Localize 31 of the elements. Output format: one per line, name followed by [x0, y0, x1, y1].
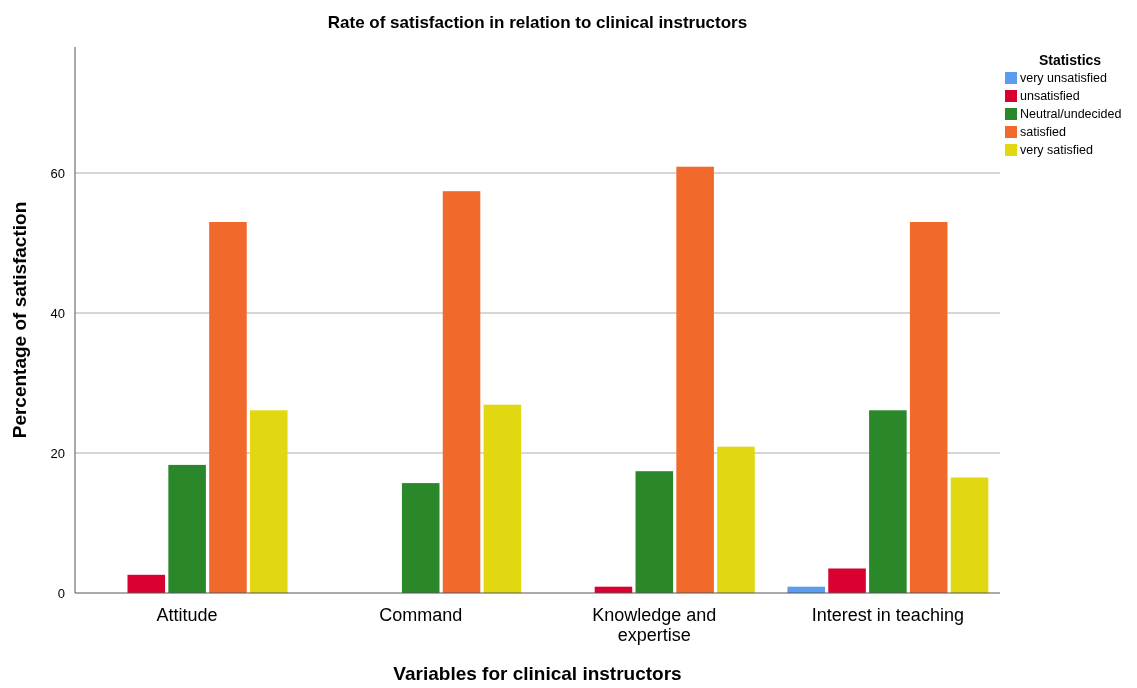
y-tick-label: 40: [50, 305, 65, 321]
x-axis-title: Variables for clinical instructors: [393, 663, 682, 684]
y-tick-label: 0: [57, 585, 65, 601]
x-tick-label: Command: [379, 605, 463, 625]
bar: [909, 222, 948, 593]
bar: [483, 404, 522, 593]
bar: [168, 464, 206, 593]
y-axis-title: Percentage of satisfaction: [9, 201, 30, 439]
chart-title: Rate of satisfaction in relation to clinical instructors: [327, 13, 748, 32]
bar: [209, 222, 247, 593]
x-tick-label: Interest in teaching: [811, 605, 964, 625]
bar: [442, 191, 481, 593]
legend-label: Neutral/undecided: [1020, 107, 1122, 122]
bar: [869, 410, 907, 593]
bar: [828, 568, 866, 593]
legend-label: satisfied: [1020, 125, 1066, 140]
bar: [250, 410, 288, 593]
legend-label: unsatisfied: [1020, 89, 1080, 104]
y-tick-label: 60: [50, 165, 65, 181]
y-tick-label: 20: [50, 445, 65, 461]
bar: [950, 477, 989, 593]
bar: [676, 166, 714, 593]
x-tick-label: Attitude: [156, 605, 218, 625]
legend-label: very unsatisfied: [1020, 71, 1107, 86]
bar: [127, 574, 166, 593]
legend-title: Statistics: [1038, 52, 1102, 68]
bar: [635, 471, 674, 593]
bar: [717, 446, 755, 593]
legend-label: very satisfied: [1020, 143, 1093, 158]
bar: [401, 483, 440, 593]
x-tick-label: Knowledge and expertise: [592, 605, 717, 645]
